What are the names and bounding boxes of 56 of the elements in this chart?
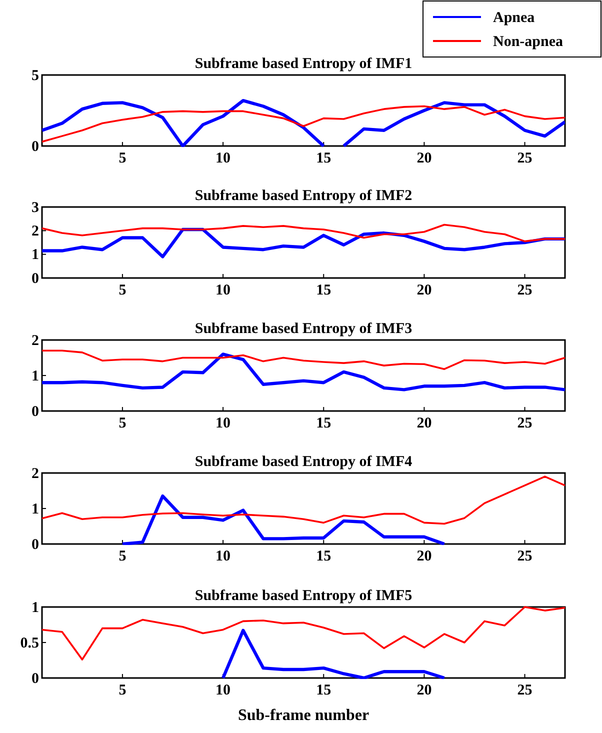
- x-tick-label: 20: [416, 282, 432, 298]
- y-tick-label: 0: [32, 404, 39, 420]
- line-series: [42, 606, 565, 660]
- x-tick-label: 10: [216, 548, 231, 564]
- legend-label: Apnea: [493, 10, 536, 26]
- y-tick-label: 0: [32, 670, 39, 687]
- chart-title: Subframe based Entropy of IMF2: [194, 188, 412, 204]
- x-tick-label: 5: [118, 416, 126, 432]
- y-tick-label: 1: [32, 600, 39, 616]
- x-tick-label: 20: [416, 548, 432, 564]
- x-tick-label: 25: [517, 416, 532, 432]
- x-tick-label: 25: [517, 282, 532, 298]
- x-axis-title: Sub-frame number: [238, 707, 370, 724]
- y-tick-label: 2: [32, 223, 39, 240]
- x-tick-label: 25: [517, 548, 532, 564]
- x-tick-label: 10: [216, 682, 231, 698]
- x-tick-label: 5: [118, 150, 126, 166]
- x-tick-label: 15: [316, 150, 332, 166]
- x-tick-label: 20: [416, 150, 432, 166]
- x-tick-label: 15: [316, 282, 332, 298]
- y-tick-label: 0: [32, 138, 39, 155]
- y-tick-label: 2: [32, 332, 39, 349]
- line-series: [42, 224, 565, 242]
- legend-label: Non-apnea: [493, 34, 564, 50]
- y-tick-label: 1: [32, 501, 39, 518]
- x-tick-label: 15: [316, 416, 332, 432]
- line-series: [120, 494, 446, 545]
- x-tick-label: 5: [118, 282, 126, 298]
- line-series: [42, 105, 565, 143]
- chart-title: Subframe based Entropy of IMF1: [194, 56, 412, 72]
- line-series: [42, 352, 565, 392]
- chart-title: Subframe based Entropy of IMF3: [194, 321, 412, 337]
- x-tick-label: 5: [118, 548, 126, 564]
- y-tick-label: 2: [32, 466, 39, 482]
- x-tick-label: 10: [216, 150, 231, 166]
- y-tick-label: 1: [32, 247, 39, 264]
- x-tick-label: 10: [216, 416, 231, 432]
- y-tick-label: 5: [32, 68, 39, 84]
- x-tick-label: 20: [416, 416, 432, 432]
- x-tick-label: 5: [118, 682, 126, 698]
- x-tick-label: 25: [517, 150, 532, 166]
- line-series: [42, 350, 565, 370]
- x-tick-label: 15: [316, 548, 332, 564]
- y-tick-label: 0.5: [20, 635, 39, 652]
- y-tick-label: 0: [32, 270, 39, 287]
- chart-title: Subframe based Entropy of IMF4: [194, 454, 413, 470]
- x-tick-label: 25: [517, 682, 532, 698]
- y-tick-label: 3: [32, 200, 39, 216]
- x-tick-label: 20: [416, 682, 432, 698]
- y-tick-label: 0: [32, 536, 39, 553]
- x-tick-label: 10: [216, 282, 231, 298]
- line-series: [42, 476, 565, 525]
- x-tick-label: 15: [316, 682, 332, 698]
- chart-title: Subframe based Entropy of IMF5: [194, 588, 412, 604]
- y-tick-label: 1: [32, 368, 39, 384]
- line-series: [221, 628, 446, 679]
